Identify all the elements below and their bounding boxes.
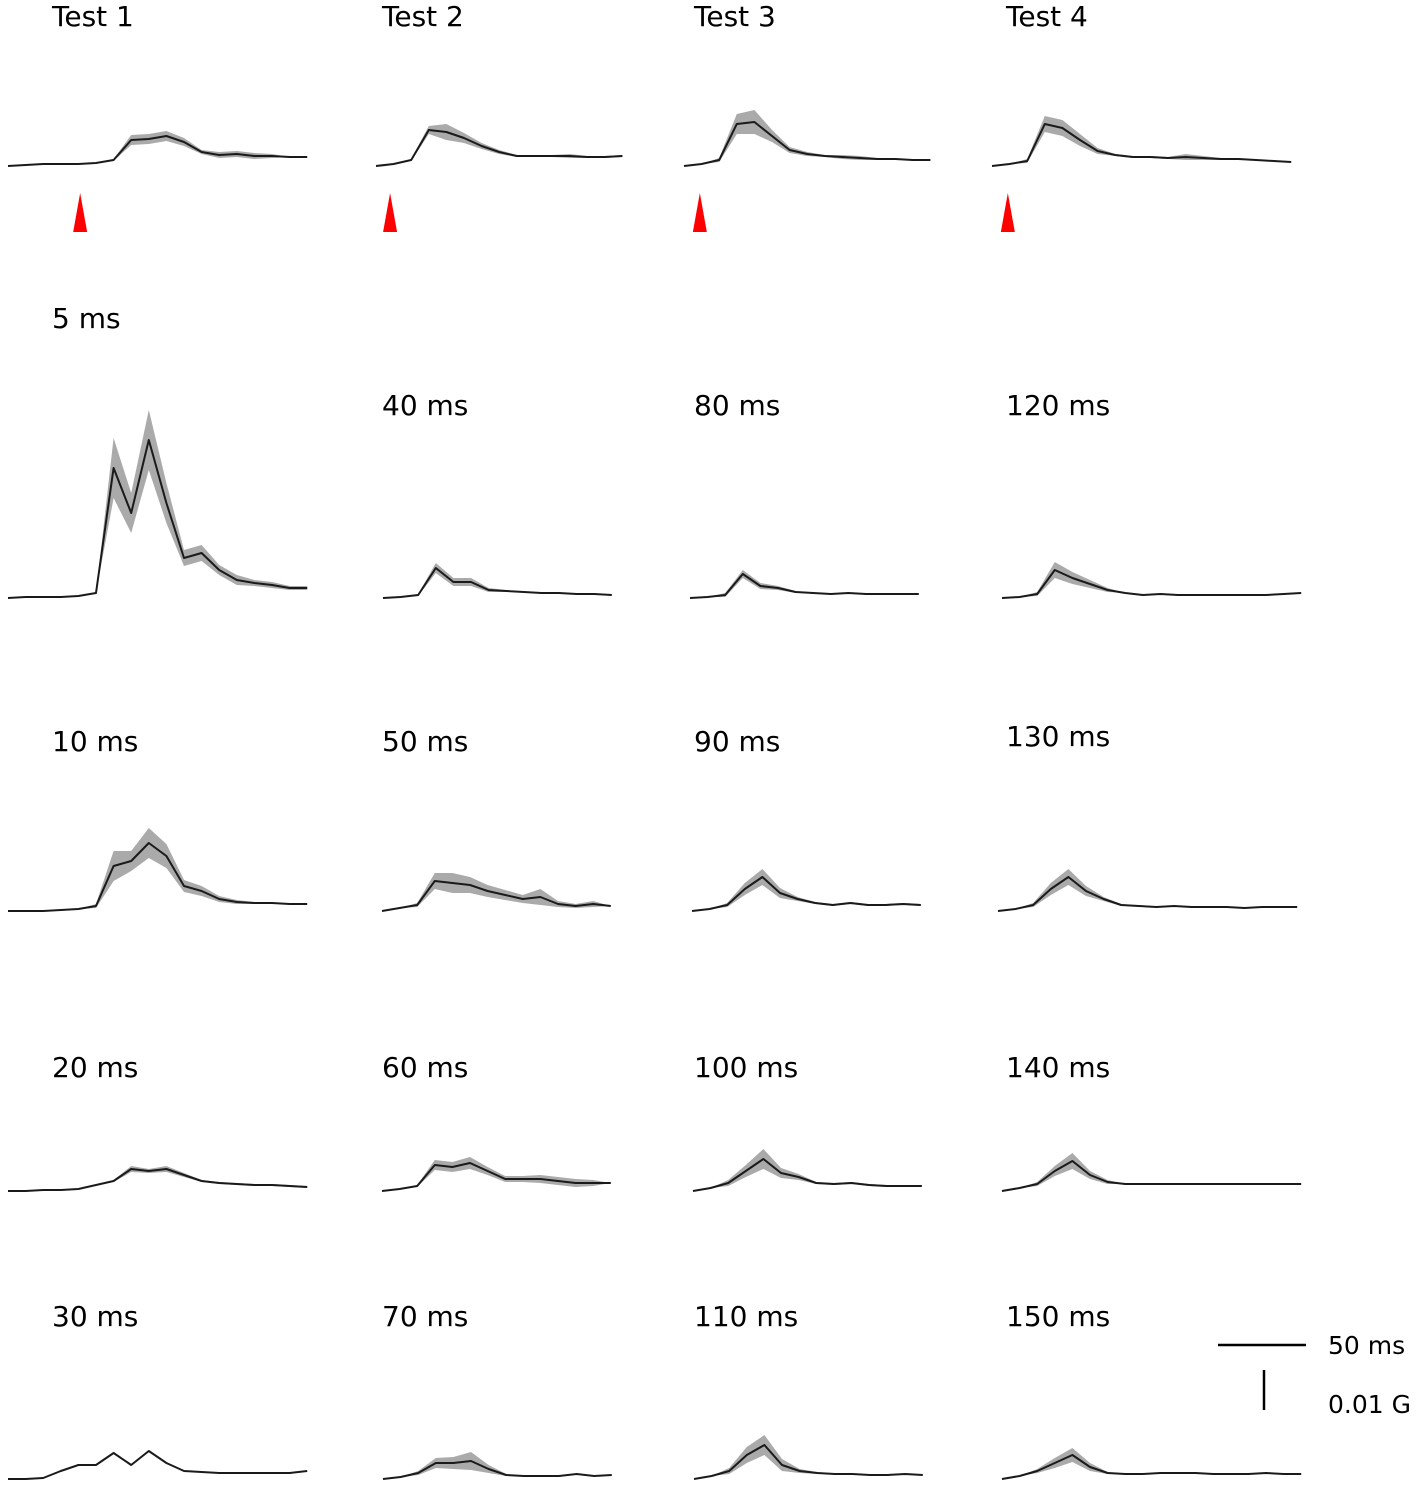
trace <box>381 1162 611 1192</box>
trace <box>689 573 919 599</box>
trace <box>7 135 308 167</box>
trace <box>381 880 611 912</box>
error-band <box>1002 1448 1302 1479</box>
stimulus-marker <box>73 193 88 232</box>
panel-title: 80 ms <box>694 389 780 422</box>
panel-title: 140 ms <box>1006 1051 1110 1084</box>
panel-title: 20 ms <box>52 1051 138 1084</box>
panel-title: 5 ms <box>52 302 121 335</box>
trace <box>7 439 308 599</box>
error-band <box>8 828 308 911</box>
error-band <box>376 124 623 166</box>
trace <box>691 876 921 912</box>
panel-title: 120 ms <box>1006 389 1110 422</box>
trace <box>683 121 931 167</box>
panel-title: Test 1 <box>51 0 134 33</box>
error-band <box>1002 1153 1302 1191</box>
stimulus-marker <box>383 193 398 232</box>
trace <box>382 1460 612 1480</box>
error-band <box>8 131 308 166</box>
error-band <box>992 116 1292 166</box>
trace <box>1001 569 1302 599</box>
panel-title: 90 ms <box>694 725 780 758</box>
stimulus-marker <box>1000 193 1015 232</box>
panel-title: 30 ms <box>52 1300 138 1333</box>
trace <box>1001 1160 1302 1192</box>
trace <box>693 1444 923 1480</box>
panel-title: 60 ms <box>382 1051 468 1084</box>
trace <box>8 1450 308 1480</box>
scale-y-label: 0.01 G <box>1328 1390 1411 1419</box>
panel-title: Test 2 <box>381 0 464 33</box>
trace <box>382 567 612 599</box>
panel-title: 150 ms <box>1006 1300 1110 1333</box>
panel-title: 110 ms <box>694 1300 798 1333</box>
scale-x-label: 50 ms <box>1328 1331 1405 1360</box>
trace <box>8 842 308 912</box>
panel-title: 70 ms <box>382 1300 468 1333</box>
error-band <box>694 1435 923 1479</box>
stimulus-marker <box>692 193 707 232</box>
panel-title: Test 3 <box>693 0 776 33</box>
panel-title: 50 ms <box>382 725 468 758</box>
trace <box>997 876 1298 912</box>
trace <box>1001 1454 1302 1480</box>
panel-title: 10 ms <box>52 725 138 758</box>
panel-title: Test 4 <box>1005 0 1088 33</box>
panel-title: 100 ms <box>694 1051 798 1084</box>
panel-title: 130 ms <box>1006 720 1110 753</box>
error-band <box>692 869 921 911</box>
error-band <box>998 869 1298 911</box>
trace <box>991 123 1292 167</box>
trace <box>692 1158 922 1192</box>
error-band <box>693 1149 922 1191</box>
error-band <box>383 563 612 598</box>
trace <box>375 129 623 167</box>
error-band <box>383 1452 612 1479</box>
error-band <box>8 410 308 598</box>
trace <box>8 1168 308 1192</box>
panel-title: 40 ms <box>382 389 468 422</box>
